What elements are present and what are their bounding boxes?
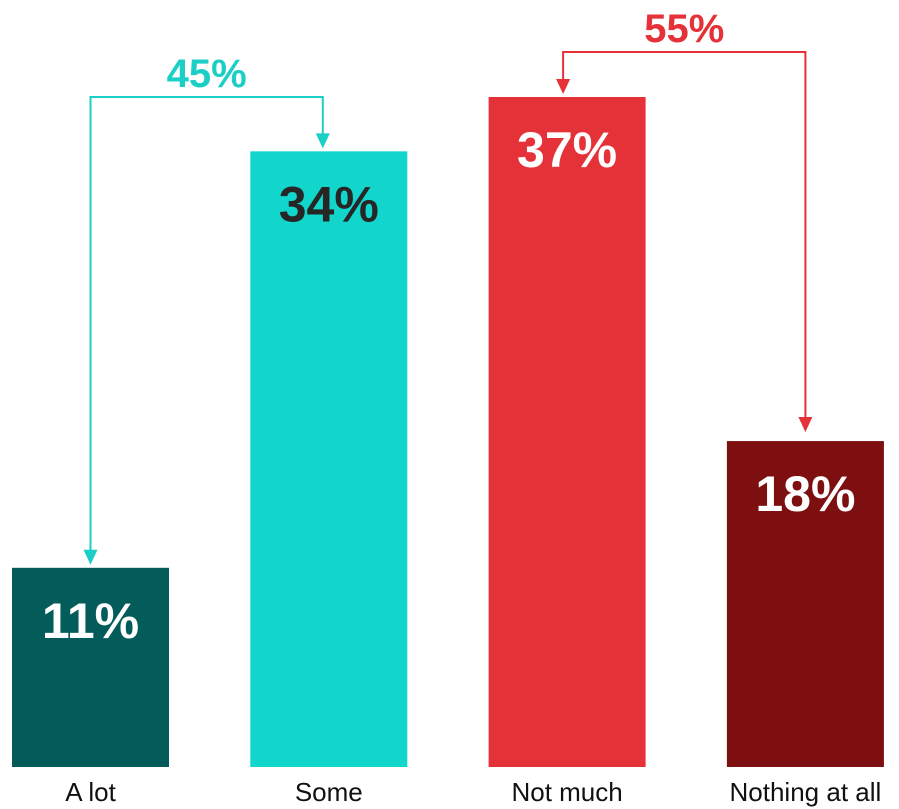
group-total-labels: 45% 55% <box>167 7 725 96</box>
arrow-head-0-0 <box>83 549 98 565</box>
bar-value-label: 11% <box>42 593 139 649</box>
category-label: Not much <box>511 777 622 807</box>
category-label: A lot <box>65 777 116 807</box>
bar-3 <box>726 441 884 767</box>
arrow-head-1-0 <box>556 79 571 94</box>
arrow-head-0-1 <box>315 133 330 149</box>
group-total-label-1: 55% <box>644 7 724 51</box>
bar-0 <box>12 567 169 767</box>
bar-value-label: 37% <box>517 122 617 178</box>
group-brackets <box>83 51 813 565</box>
bar-value-label: 34% <box>279 176 379 232</box>
group-bracket-1 <box>562 51 807 422</box>
bar-2 <box>488 97 646 767</box>
bar-value-label: 18% <box>755 466 855 522</box>
bar-value-labels: 11% 34% 37% 18% <box>42 122 856 649</box>
bar-1 <box>250 151 408 767</box>
group-bracket-0 <box>89 96 324 554</box>
arrow-head-1-1 <box>798 417 813 433</box>
category-labels: A lot Some Not much Nothing at all <box>65 777 881 807</box>
category-label: Some <box>295 777 363 807</box>
group-total-label-0: 45% <box>167 52 247 96</box>
bars <box>12 97 884 767</box>
category-label: Nothing at all <box>730 777 882 807</box>
